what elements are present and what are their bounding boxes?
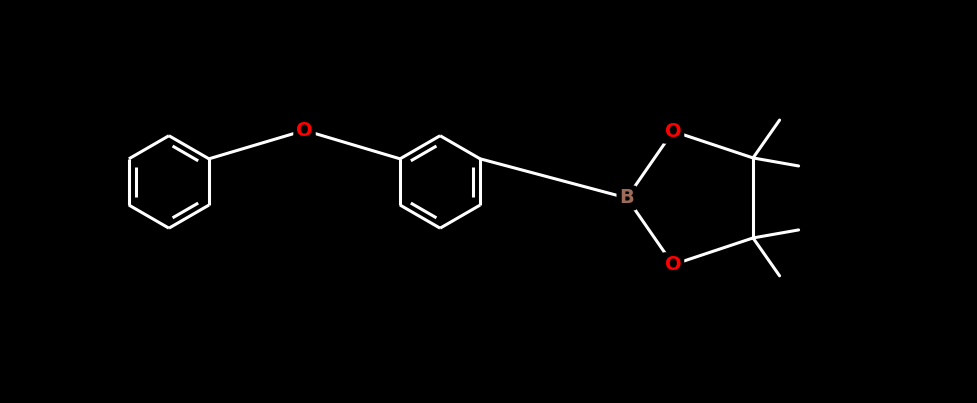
Text: O: O <box>664 122 681 141</box>
Text: O: O <box>296 121 313 140</box>
Text: B: B <box>618 189 633 208</box>
Text: O: O <box>664 255 681 274</box>
